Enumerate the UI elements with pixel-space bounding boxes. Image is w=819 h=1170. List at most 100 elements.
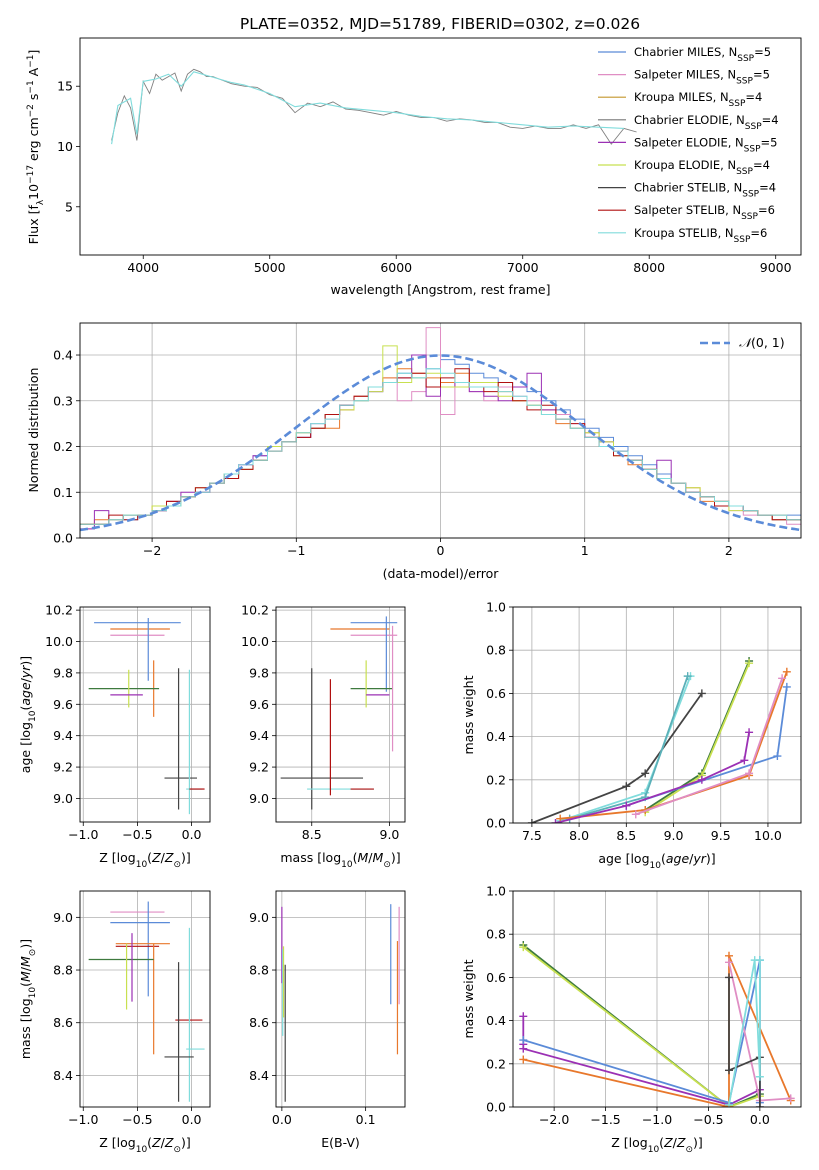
mass-weight-marker [786, 1094, 795, 1103]
y-tick-label: 9.2 [53, 760, 73, 775]
x-axis-label: E(B-V) [321, 1135, 360, 1150]
mass-weight-marker [519, 943, 528, 952]
mass-weight-line [522, 944, 761, 1107]
x-tick-label: 9.0 [664, 828, 684, 843]
y-tick-label: 0.6 [486, 686, 506, 701]
x-tick-label: 1 [581, 543, 589, 558]
y-tick-label: 0.4 [53, 348, 73, 363]
mass-weight-marker [773, 752, 782, 761]
mass-weight-line [559, 675, 692, 822]
axes-frame [79, 890, 211, 1108]
mass-weight-marker [782, 667, 791, 676]
chart-residuals: −2 −1 0 1 2 0.0 0.1 0.2 0.3 0.4 (data-model)/error… [26, 322, 802, 581]
y-tick-label: 1.0 [486, 600, 506, 615]
mass-weight-marker [519, 1055, 528, 1064]
y-tick-label: 0.2 [486, 772, 506, 787]
mass-weight-marker [755, 1072, 764, 1081]
legend-label: 𝒩(0, 1) [739, 335, 785, 350]
y-tick-label: 0.4 [486, 1013, 506, 1028]
x-tick-label: 9.0 [380, 827, 400, 842]
x-axis-label: Z [log10(Z/Z⊙)] [99, 1135, 191, 1155]
y-axis-label: Normed distribution [26, 368, 41, 493]
x-axis-label: (data-model)/error [383, 566, 500, 581]
y-tick-label: 0.1 [53, 485, 73, 500]
plot-area [88, 617, 205, 815]
y-tick-label: 0.2 [53, 439, 73, 454]
x-tick-label: 10.0 [754, 828, 782, 843]
y-tick-label: 0.2 [486, 1056, 506, 1071]
legend-label: Kroupa MILES, NSSP=4 [634, 90, 762, 109]
x-tick-label: 5000 [254, 260, 286, 275]
x-tick-label: −0.5 [693, 1112, 723, 1127]
x-tick-label: −1.0 [68, 1112, 98, 1127]
mass-weight-marker [631, 810, 640, 819]
x-tick-label: −0.5 [122, 1112, 152, 1127]
x-tick-label: 2 [725, 543, 733, 558]
legend-label: Chabrier STELIB, NSSP=4 [634, 181, 776, 200]
x-axis-label: age [log10(age/yr)] [598, 851, 715, 871]
y-tick-label: 15 [57, 79, 73, 94]
y-tick-label: 9.6 [249, 697, 269, 712]
axes-frame [512, 606, 802, 824]
y-axis-label: mass weight [461, 959, 476, 1038]
x-tick-label: −2.0 [539, 1112, 569, 1127]
y-tick-label: 0.8 [486, 643, 506, 658]
y-tick-label: 10.0 [45, 634, 73, 649]
x-tick-label: 4000 [127, 260, 159, 275]
y-tick-label: 9.6 [53, 697, 73, 712]
y-tick-label: 9.4 [53, 728, 73, 743]
mass-weight-marker [725, 1100, 733, 1107]
x-axis-label: Z [log10(Z/Z⊙)] [99, 850, 191, 870]
x-tick-label: 7000 [507, 260, 539, 275]
axes-frame [79, 37, 802, 256]
y-tick-label: 1.0 [486, 884, 506, 899]
x-tick-label: −0.5 [122, 827, 152, 842]
mass-weight-marker [641, 769, 650, 778]
mass-weight-line [522, 946, 761, 1107]
legend-label: Chabrier ELODIE, NSSP=4 [634, 113, 779, 132]
x-tick-label: 0.0 [750, 1112, 770, 1127]
mass-weight-marker [622, 801, 631, 810]
mass-weight-marker [527, 819, 536, 823]
y-tick-label: 0.4 [486, 729, 506, 744]
mass-weight-line [531, 692, 703, 823]
spectrum-line-model [111, 71, 624, 145]
y-tick-label: 0.6 [486, 970, 506, 985]
mass-weight-marker [551, 819, 560, 823]
plot-area [80, 327, 801, 538]
y-tick-label: 8.8 [53, 963, 73, 978]
x-tick-label: 8000 [633, 260, 665, 275]
plot-area [88, 901, 205, 1102]
y-tick-label: 5 [65, 199, 73, 214]
y-tick-label: 10.2 [241, 603, 269, 618]
mass-weight-marker [519, 1036, 528, 1045]
y-tick-label: 8.4 [53, 1068, 73, 1083]
histogram-kroupa-stelib [80, 368, 801, 538]
x-axis-label: wavelength [Angstrom, rest frame] [330, 282, 550, 297]
legend: 𝒩(0, 1) [700, 335, 785, 350]
mass-weight-marker [745, 659, 754, 668]
y-tick-label: 8.4 [249, 1068, 269, 1083]
axes-frame [275, 890, 406, 1108]
chart-age-vs-z: −1.0 −0.5 0.0 9.0 9.2 9.4 9.6 9.8 10.0 10.2 Z [log… [18, 603, 211, 870]
mass-weight-marker [755, 1103, 764, 1107]
mass-weight-marker [782, 682, 791, 691]
y-tick-label: 0.0 [486, 816, 506, 831]
y-tick-label: 9.8 [53, 665, 73, 680]
x-tick-label: −1.0 [642, 1112, 672, 1127]
x-tick-label: 8.5 [616, 828, 636, 843]
normal-curve [80, 354, 801, 532]
x-tick-label: 9000 [760, 260, 792, 275]
y-tick-label: 10.0 [241, 634, 269, 649]
chart-spectrum: 4000 5000 6000 7000 8000 9000 5 10 15 wavelength … [26, 37, 802, 297]
y-tick-label: 0.8 [486, 927, 506, 942]
mass-weight-marker [755, 956, 764, 965]
plot-area [527, 657, 791, 823]
axes-frame [275, 606, 406, 823]
legend-label: Salpeter MILES, NSSP=5 [634, 68, 770, 87]
x-tick-label: 9.5 [711, 828, 731, 843]
mass-weight-line [644, 662, 750, 813]
y-axis-label: mass weight [461, 675, 476, 754]
mass-weight-line [644, 660, 750, 811]
x-tick-label: 8.5 [302, 827, 322, 842]
